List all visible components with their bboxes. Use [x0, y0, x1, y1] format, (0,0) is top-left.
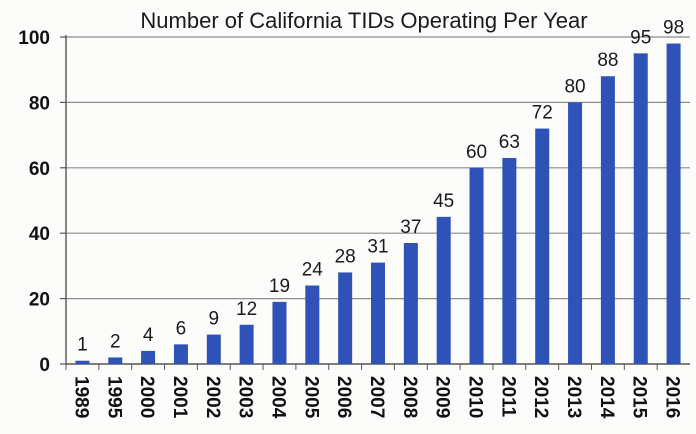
- data-label: 1: [77, 335, 88, 356]
- data-label: 31: [367, 237, 388, 258]
- bar: [502, 157, 517, 364]
- bars: [75, 43, 681, 365]
- bar: [666, 43, 681, 364]
- y-tick-label: 80: [29, 93, 50, 114]
- data-label: 63: [499, 132, 520, 153]
- data-label: 95: [630, 27, 651, 48]
- x-tick-label: 2003: [235, 376, 256, 418]
- bar: [568, 102, 583, 365]
- data-label: 88: [597, 50, 618, 71]
- y-tick-label: 0: [39, 355, 50, 376]
- bar: [403, 243, 418, 364]
- x-tick-label: 2006: [333, 376, 354, 418]
- bar: [108, 357, 123, 364]
- bar: [436, 216, 451, 364]
- bar: [75, 360, 90, 364]
- data-label: 80: [564, 76, 585, 97]
- x-tick-label: 2013: [563, 376, 584, 418]
- x-tick-label: 2015: [629, 376, 650, 419]
- bar: [600, 76, 615, 365]
- data-label: 98: [663, 18, 684, 39]
- chart-title: Number of California TIDs Operating Per …: [140, 8, 587, 33]
- y-axis-ticks: 0 20 40 60 80 100: [18, 28, 50, 376]
- bar: [633, 53, 648, 364]
- data-label: 45: [433, 191, 454, 212]
- x-tick-label: 2010: [465, 376, 486, 418]
- y-tick-label: 60: [29, 159, 50, 180]
- x-tick-label: 1989: [70, 376, 91, 418]
- x-tick-label: 2004: [267, 376, 288, 419]
- bar: [239, 324, 254, 364]
- bar: [173, 344, 188, 364]
- bar: [305, 285, 320, 364]
- x-tick-label: 2002: [202, 376, 223, 418]
- x-tick-label: 2008: [399, 376, 420, 418]
- y-tick-label: 20: [29, 290, 50, 311]
- bar: [535, 128, 550, 364]
- data-label: 72: [532, 103, 553, 124]
- bar: [272, 301, 287, 364]
- bar: [371, 262, 385, 364]
- gridlines: [66, 36, 690, 300]
- x-tick-label: 2012: [530, 376, 551, 418]
- x-tick-label: 2009: [432, 376, 453, 418]
- x-tick-label: 2011: [497, 376, 518, 418]
- x-tick-label: 2014: [596, 376, 617, 419]
- x-tick-label: 2007: [366, 376, 387, 418]
- data-label: 12: [236, 299, 257, 320]
- data-label: 9: [209, 309, 220, 330]
- x-tick-label: 2016: [662, 376, 683, 418]
- x-tick-label: 2001: [169, 376, 190, 419]
- y-tick-label: 40: [29, 224, 50, 245]
- y-tick-label: 100: [18, 28, 50, 49]
- x-tick-label: 2000: [136, 376, 157, 418]
- data-label: 4: [143, 325, 154, 346]
- data-label: 28: [335, 246, 356, 267]
- bar: [338, 272, 353, 364]
- x-tick-label: 1995: [103, 376, 124, 419]
- data-label: 6: [176, 318, 187, 339]
- data-label: 2: [110, 331, 121, 352]
- bar: [206, 334, 221, 364]
- data-label: 37: [400, 217, 421, 238]
- data-label: 19: [269, 276, 290, 297]
- data-label: 24: [302, 260, 324, 281]
- x-axis-ticks: 1989 1995 2000 2001 2002 2003 2004 2005 2006 2007…: [70, 376, 682, 419]
- data-label: 60: [466, 142, 487, 163]
- bar: [141, 350, 156, 364]
- x-tick-label: 2005: [300, 376, 321, 419]
- bar: [469, 167, 484, 364]
